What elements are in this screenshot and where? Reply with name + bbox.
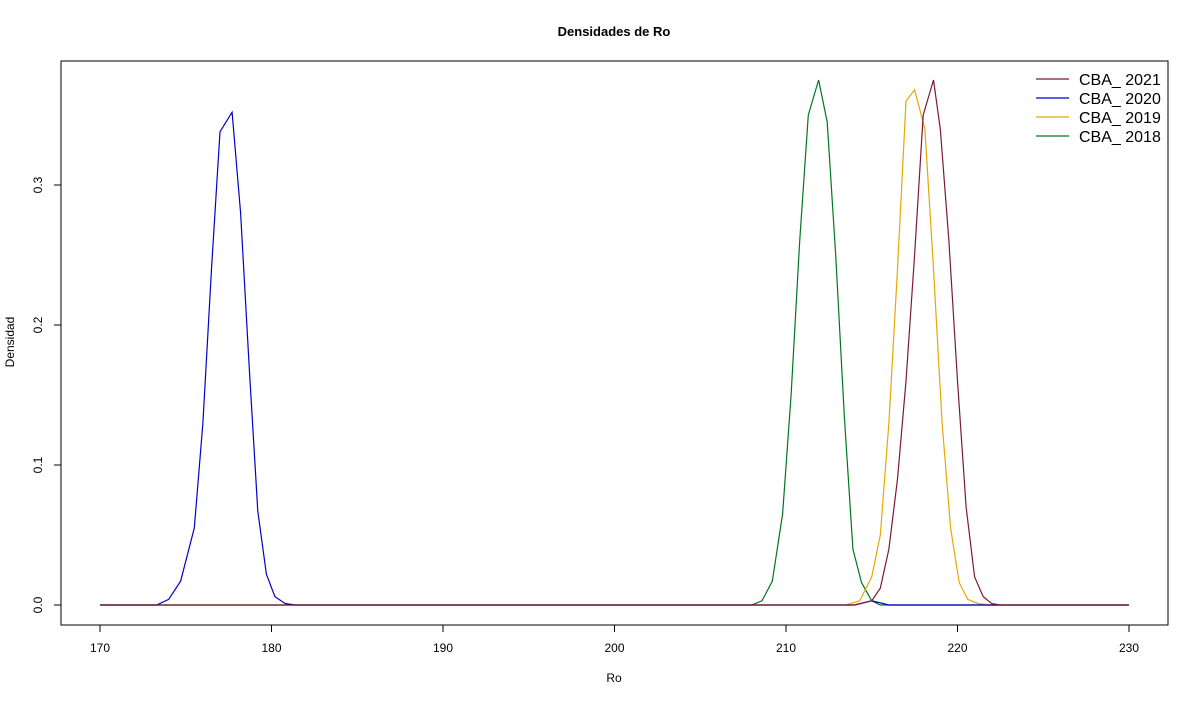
x-tick-label: 190 xyxy=(433,641,453,655)
series-line-cba-2018 xyxy=(100,79,1129,606)
y-axis: 0.0 0.1 0.2 0.3 xyxy=(31,176,62,613)
y-axis-label: Densidad xyxy=(3,317,17,368)
x-tick-label: 230 xyxy=(1119,641,1139,655)
x-tick-label: 180 xyxy=(261,641,281,655)
legend-label: CBA_ 2021 xyxy=(1079,72,1161,89)
x-axis: 170 180 190 200 210 220 230 xyxy=(90,624,1139,655)
x-axis-label: Ro xyxy=(606,671,622,685)
y-tick-label: 0.3 xyxy=(31,176,45,193)
legend-label: CBA_ 2018 xyxy=(1079,129,1161,146)
y-tick-label: 0.1 xyxy=(31,456,45,473)
plot-frame xyxy=(60,60,1169,626)
series-line-cba-2019 xyxy=(100,88,1129,606)
y-tick-label: 0.2 xyxy=(31,316,45,333)
series-line-cba-2020 xyxy=(100,110,1129,606)
legend: CBA_ 2021 CBA_ 2020 CBA_ 2019 CBA_ 2018 xyxy=(1036,72,1161,146)
series-layer xyxy=(100,79,1129,606)
y-tick-label: 0.0 xyxy=(31,596,45,613)
series-line-cba-2021 xyxy=(100,79,1129,606)
x-tick-label: 210 xyxy=(776,641,796,655)
x-tick-label: 220 xyxy=(947,641,967,655)
legend-label: CBA_ 2019 xyxy=(1079,110,1161,127)
x-tick-label: 200 xyxy=(604,641,624,655)
x-tick-label: 170 xyxy=(90,641,110,655)
chart-title: Densidades de Ro xyxy=(558,24,671,39)
legend-label: CBA_ 2020 xyxy=(1079,91,1161,108)
